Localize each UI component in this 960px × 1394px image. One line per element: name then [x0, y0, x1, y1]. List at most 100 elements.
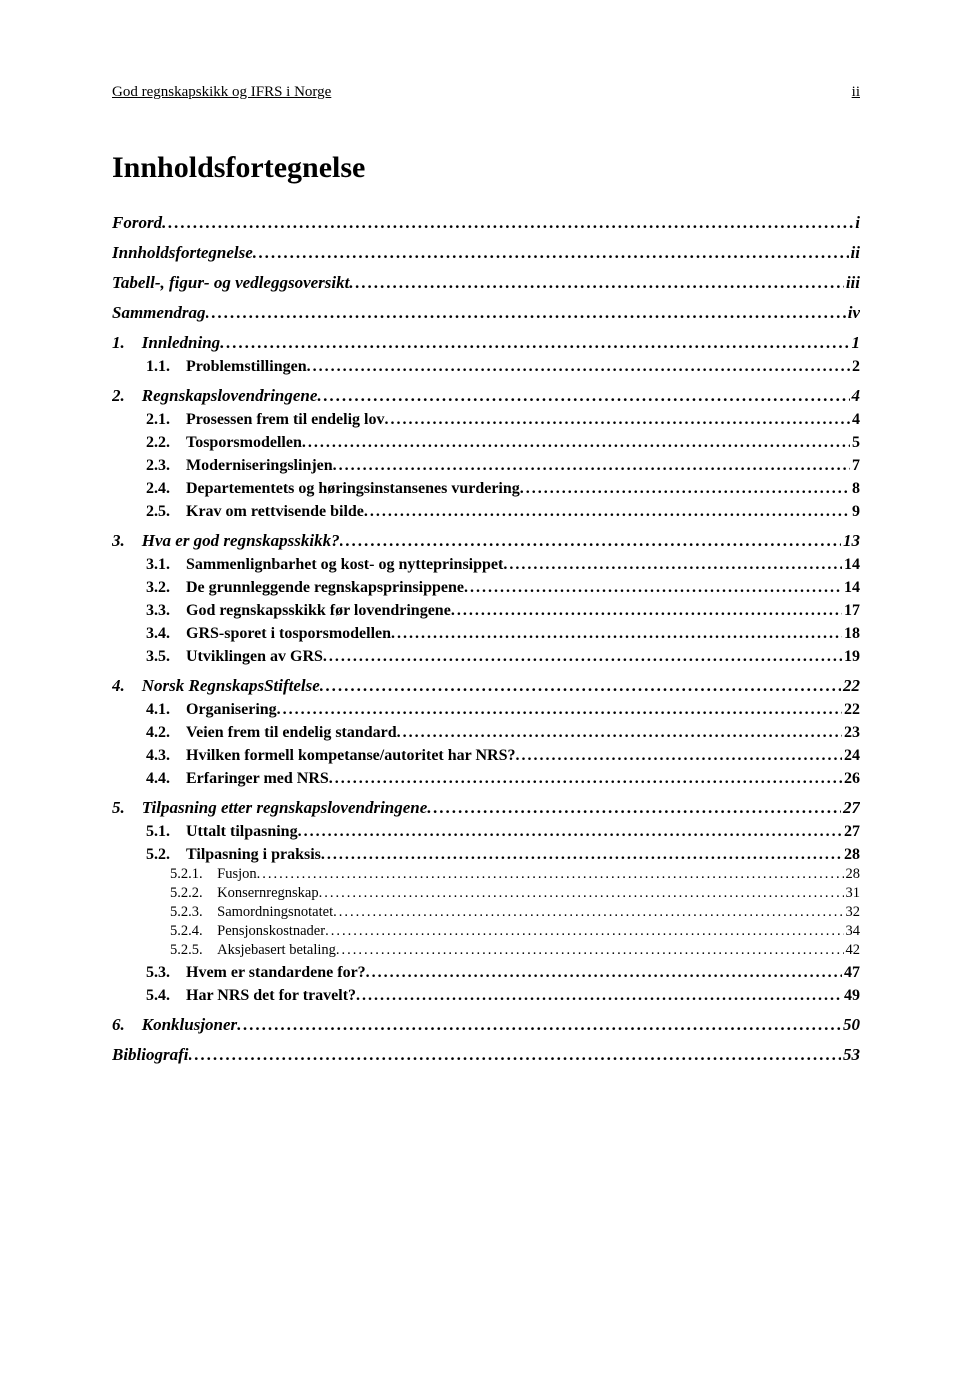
toc-entry-label: 3.5. Utviklingen av GRS — [146, 648, 323, 666]
toc-entry-label: 5.2. Tilpasning i praksis — [146, 846, 321, 864]
toc-entry-page: 19 — [842, 648, 860, 666]
toc-entry: Bibliografi53 — [112, 1045, 860, 1065]
toc-leader-dots — [302, 434, 850, 452]
toc-entry: 3. Hva er god regnskapsskikk? 13 — [112, 531, 860, 551]
toc-entry: Tabell-, figur- og vedleggsoversikt iii — [112, 273, 860, 293]
toc-entry-page: 27 — [841, 798, 860, 818]
toc-entry-label: 4.2. Veien frem til endelig standard — [146, 724, 397, 742]
toc-entry-label: 1. Innledning — [112, 333, 220, 353]
toc-entry: 2.1. Prosessen frem til endelig lov 4 — [112, 411, 860, 429]
toc-entry-label: Tabell-, figur- og vedleggsoversikt — [112, 273, 349, 293]
toc-entry-page: 22 — [842, 701, 860, 719]
toc-entry-label: 3.4. GRS-sporet i tosporsmodellen — [146, 625, 391, 643]
toc-entry: Forordi — [112, 213, 860, 233]
toc-entry: 5.1. Uttalt tilpasning 27 — [112, 823, 860, 841]
table-of-contents: ForordiInnholdsfortegnelseiiTabell-, fig… — [112, 213, 860, 1065]
toc-entry-page: 26 — [842, 770, 860, 788]
toc-entry-page: 28 — [842, 846, 860, 864]
toc-entry-label: 3. Hva er god regnskapsskikk? — [112, 531, 340, 551]
toc-entry-label: Forord — [112, 213, 162, 233]
toc-entry-label: 6. Konklusjoner — [112, 1015, 237, 1035]
toc-leader-dots — [323, 648, 842, 666]
toc-leader-dots — [237, 1015, 841, 1035]
toc-entry-page: iv — [846, 303, 860, 323]
toc-entry-page: 1 — [850, 333, 861, 353]
toc-leader-dots — [162, 213, 853, 233]
toc-leader-dots — [333, 904, 843, 921]
toc-entry: 2.3. Moderniseringslinjen 7 — [112, 457, 860, 475]
toc-leader-dots — [397, 724, 842, 742]
toc-leader-dots — [451, 602, 842, 620]
toc-entry-page: 42 — [844, 942, 861, 959]
toc-entry: 2. Regnskapslovendringene4 — [112, 386, 860, 406]
toc-leader-dots — [385, 411, 851, 429]
toc-entry: 4.1. Organisering 22 — [112, 701, 860, 719]
toc-entry-label: 2.1. Prosessen frem til endelig lov — [146, 411, 385, 429]
toc-leader-dots — [189, 1045, 841, 1065]
toc-entry: 4. Norsk RegnskapsStiftelse22 — [112, 676, 860, 696]
toc-entry-label: Sammendrag — [112, 303, 206, 323]
toc-entry-page: 17 — [842, 602, 860, 620]
toc-entry: 3.1. Sammenlignbarhet og kost- og nyttep… — [112, 556, 860, 574]
toc-entry-page: 53 — [841, 1045, 860, 1065]
toc-entry-page: 49 — [842, 987, 860, 1005]
toc-entry: 5.4. Har NRS det for travelt?49 — [112, 987, 860, 1005]
toc-entry: 4.3. Hvilken formell kompetanse/autorite… — [112, 747, 860, 765]
toc-leader-dots — [257, 866, 844, 883]
toc-leader-dots — [515, 747, 842, 765]
header-left: God regnskapskikk og IFRS i Norge — [112, 84, 331, 101]
toc-entry-page: 27 — [842, 823, 860, 841]
toc-entry: 1. Innledning 1 — [112, 333, 860, 353]
toc-entry-label: 2.3. Moderniseringslinjen — [146, 457, 333, 475]
toc-entry-page: 7 — [850, 457, 860, 475]
toc-entry: 5.2.4. Pensjonskostnader 34 — [112, 923, 860, 940]
toc-entry-page: 5 — [850, 434, 860, 452]
toc-entry: 3.5. Utviklingen av GRS 19 — [112, 648, 860, 666]
toc-entry-page: 4 — [850, 411, 860, 429]
toc-entry-page: 31 — [844, 885, 861, 902]
toc-entry: 3.4. GRS-sporet i tosporsmodellen18 — [112, 625, 860, 643]
toc-entry-label: 5.1. Uttalt tilpasning — [146, 823, 298, 841]
toc-leader-dots — [336, 942, 844, 959]
toc-entry: 4.4. Erfaringer med NRS 26 — [112, 770, 860, 788]
toc-leader-dots — [325, 923, 843, 940]
toc-leader-dots — [307, 358, 850, 376]
toc-entry-label: 5.2.2. Konsernregnskap — [170, 885, 319, 902]
toc-entry-label: 3.2. De grunnleggende regnskapsprinsippe… — [146, 579, 464, 597]
toc-entry-label: 3.3. God regnskapsskikk før lovendringen… — [146, 602, 451, 620]
toc-entry: 6. Konklusjoner50 — [112, 1015, 860, 1035]
toc-leader-dots — [320, 676, 841, 696]
header-right: ii — [852, 84, 860, 101]
toc-entry-page: 47 — [842, 964, 860, 982]
toc-leader-dots — [503, 556, 842, 574]
running-header: God regnskapskikk og IFRS i Norge ii — [112, 84, 860, 101]
toc-leader-dots — [319, 885, 844, 902]
toc-entry-label: 4.3. Hvilken formell kompetanse/autorite… — [146, 747, 515, 765]
toc-entry: 3.3. God regnskapsskikk før lovendringen… — [112, 602, 860, 620]
toc-entry-label: 5.2.1. Fusjon — [170, 866, 257, 883]
toc-entry-page: ii — [849, 243, 860, 263]
toc-entry: 3.2. De grunnleggende regnskapsprinsippe… — [112, 579, 860, 597]
toc-entry: 5.2.5. Aksjebasert betaling42 — [112, 942, 860, 959]
toc-entry-label: 4.4. Erfaringer med NRS — [146, 770, 329, 788]
toc-entry-page: 32 — [844, 904, 861, 921]
toc-leader-dots — [364, 503, 850, 521]
toc-entry-label: 5.2.3. Samordningsnotatet — [170, 904, 333, 921]
toc-entry-page: 13 — [841, 531, 860, 551]
toc-entry-label: 3.1. Sammenlignbarhet og kost- og nyttep… — [146, 556, 503, 574]
toc-leader-dots — [321, 846, 842, 864]
toc-entry-page: 2 — [850, 358, 860, 376]
toc-entry: 1.1. Problemstillingen2 — [112, 358, 860, 376]
toc-entry-label: 5.2.4. Pensjonskostnader — [170, 923, 325, 940]
toc-entry-label: 4.1. Organisering — [146, 701, 277, 719]
toc-entry-page: 34 — [844, 923, 861, 940]
toc-entry-page: 4 — [850, 386, 861, 406]
toc-leader-dots — [464, 579, 842, 597]
toc-entry-page: 28 — [844, 866, 861, 883]
toc-entry-page: iii — [844, 273, 860, 293]
toc-entry: 2.5. Krav om rettvisende bilde9 — [112, 503, 860, 521]
toc-entry: Sammendrag iv — [112, 303, 860, 323]
page-title: Innholdsfortegnelse — [112, 151, 860, 185]
toc-leader-dots — [317, 386, 849, 406]
toc-leader-dots — [356, 987, 842, 1005]
